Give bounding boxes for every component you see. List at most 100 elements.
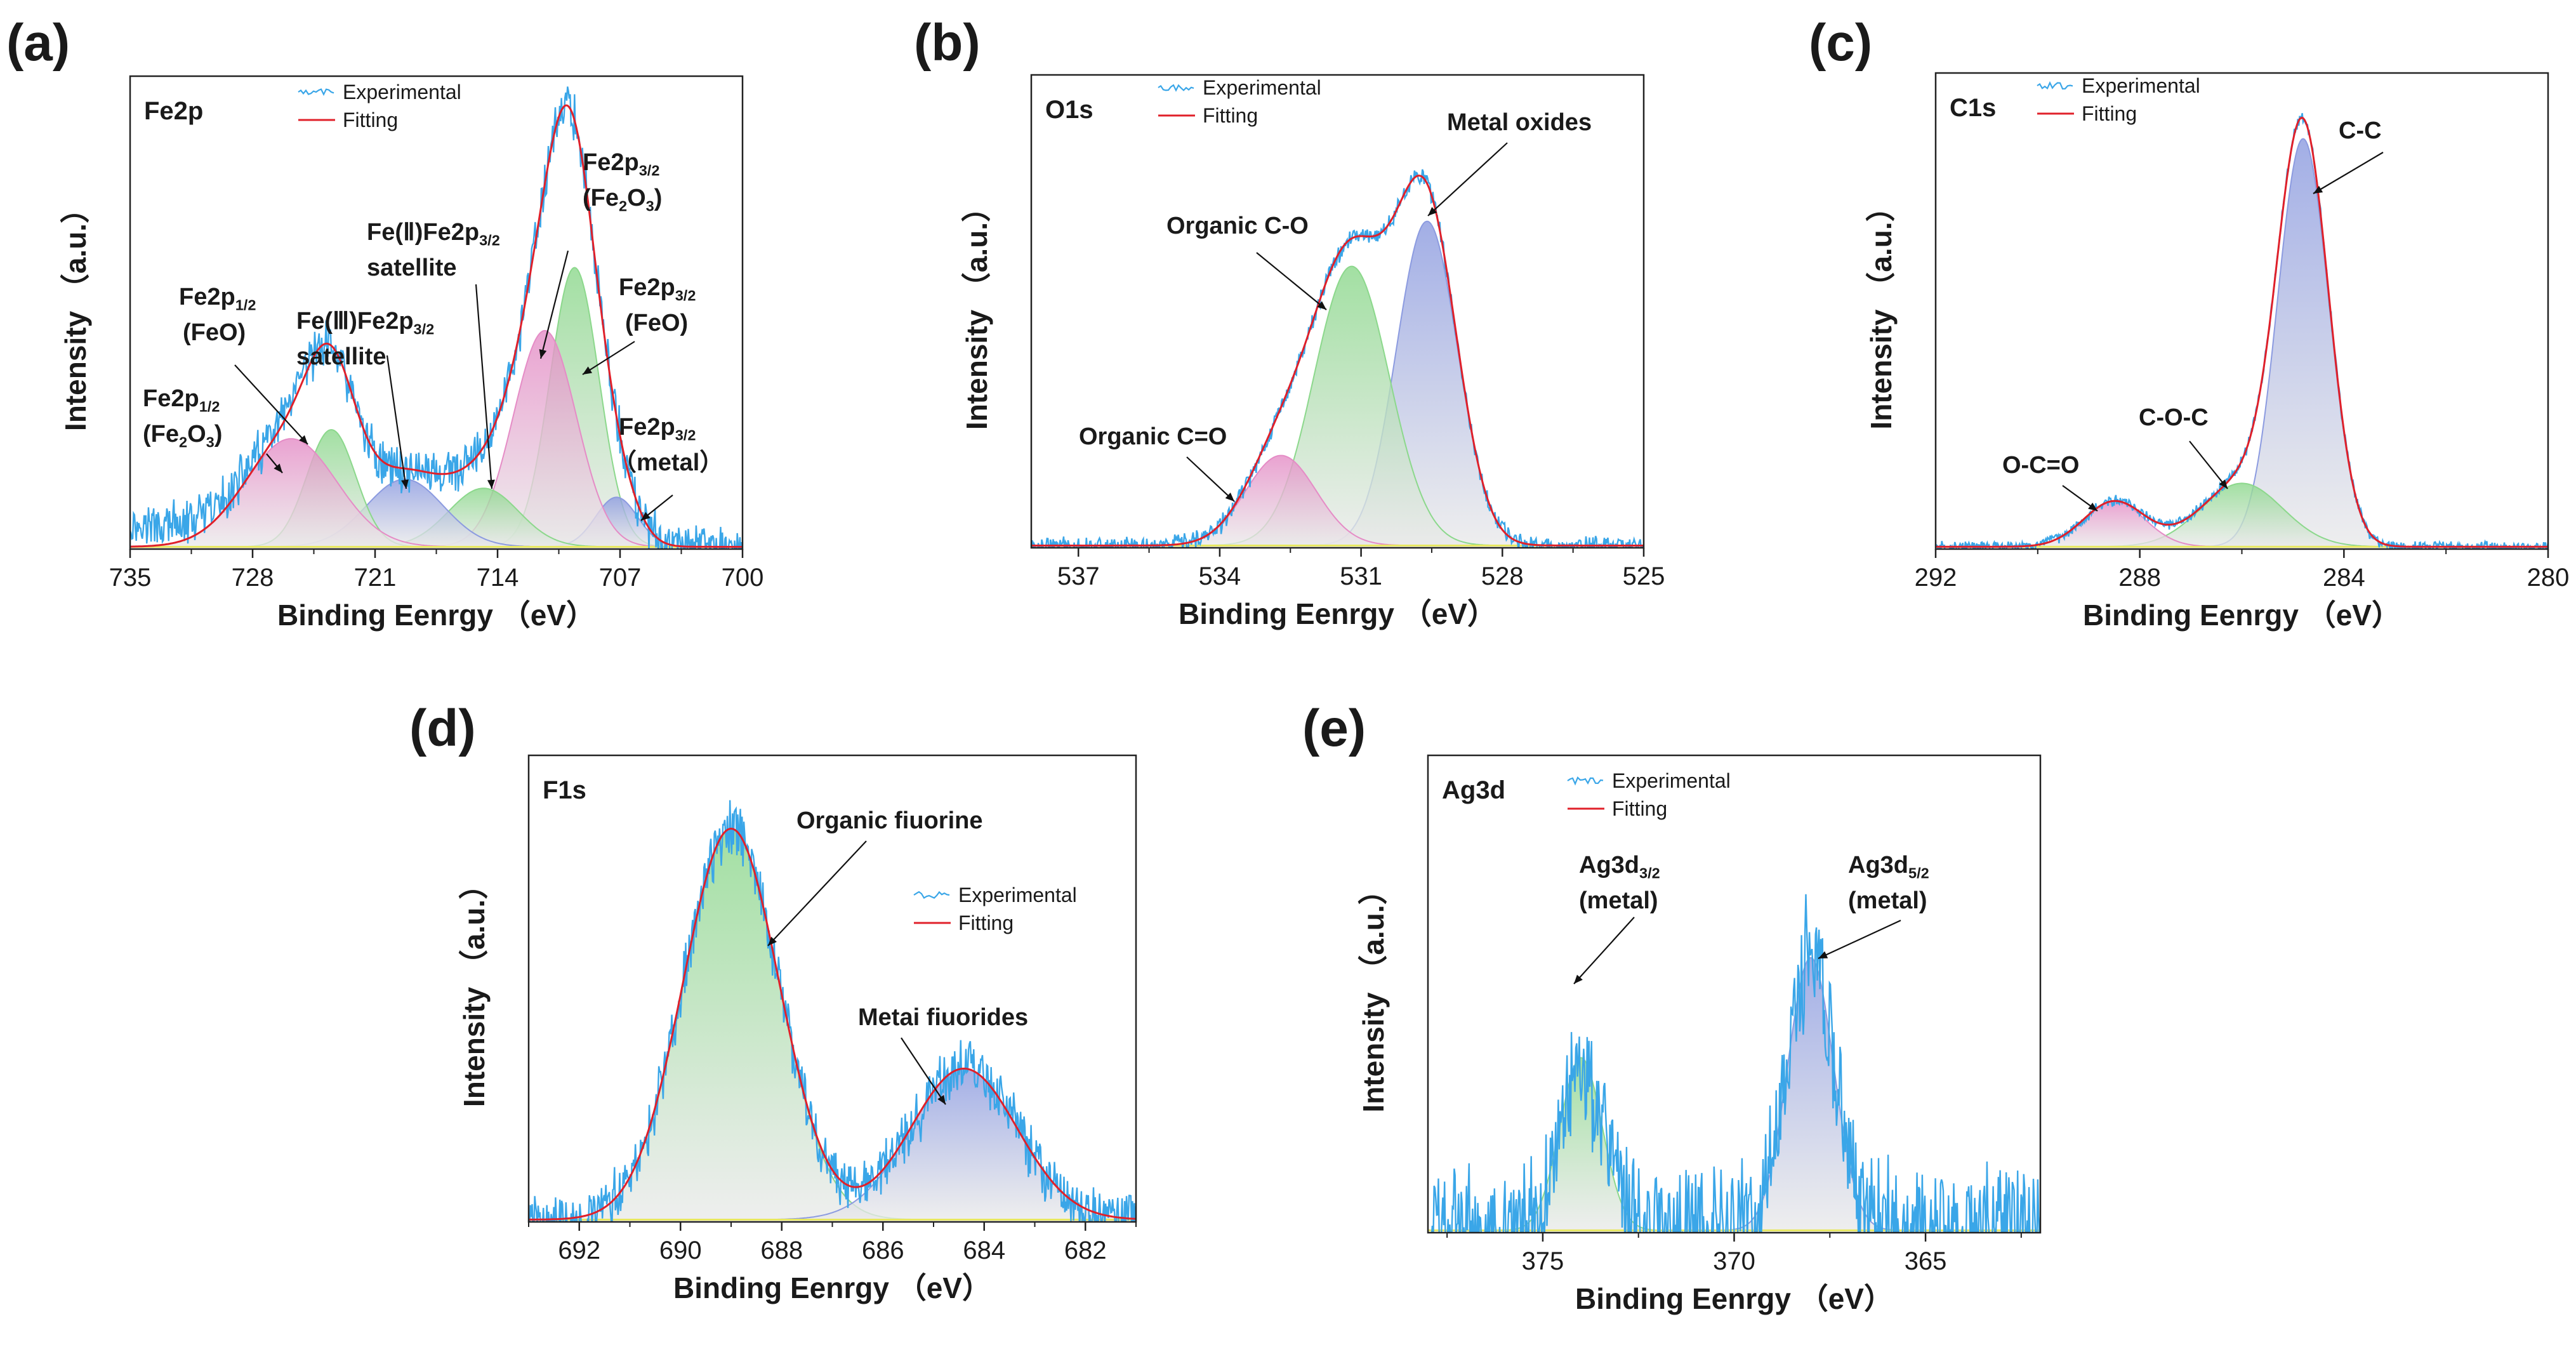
x-tick-label: 728	[232, 564, 274, 592]
annotation-label: Metai fiuorides	[858, 1004, 1028, 1031]
axes-frame	[1030, 74, 1645, 549]
x-tick-label: 531	[1340, 562, 1382, 590]
x-tick-label: 537	[1057, 562, 1100, 590]
annotation-label: O-C=O	[2002, 452, 2079, 479]
axes-frame	[1427, 754, 2042, 1234]
panel-letter: (c)	[1809, 14, 1872, 72]
annotation-label-line2: (FeO)	[183, 319, 246, 346]
annotation-label: Fe2p3/2	[583, 149, 659, 178]
annotation-label-line2: （metal）	[612, 449, 723, 476]
panel-letter: (b)	[914, 14, 981, 72]
panel-letter: (d)	[409, 699, 476, 757]
annotation-arrow	[475, 284, 493, 489]
annotation-arrow-head	[1317, 301, 1326, 310]
annotation-arrow	[234, 364, 308, 445]
peak-annotation: Metai fiuorides	[858, 1004, 1028, 1105]
annotation-arrow-head	[2219, 479, 2228, 489]
legend-fitting-label: Fitting	[958, 912, 1014, 934]
x-tick-label: 284	[2323, 564, 2365, 592]
annotation-arrow-head	[1574, 974, 1583, 984]
x-axis-label: Binding Eenrgy （eV）	[673, 1271, 991, 1304]
legend-fitting-label: Fitting	[1203, 104, 1258, 127]
x-tick-label: 688	[760, 1236, 803, 1264]
x-tick-label: 292	[1915, 564, 1957, 592]
peak-annotation: Organic fiuorine	[767, 807, 982, 946]
annotation-arrow-head	[1818, 951, 1828, 958]
annotation-label-line2: (Fe2O3)	[583, 185, 662, 214]
annotation-label: Organic fiuorine	[796, 807, 982, 834]
x-axis-label: Binding Eenrgy （eV）	[2083, 599, 2401, 632]
annotation-arrow	[1256, 252, 1327, 310]
annotation-arrow	[2313, 152, 2384, 194]
annotation-label: Fe(Ⅲ)Fe2p3/2	[296, 308, 434, 337]
legend-experimental-label: Experimental	[958, 884, 1077, 906]
experimental-curve	[529, 800, 1136, 1222]
x-tick-label: 528	[1481, 562, 1524, 590]
panel-o1s: 537 534 531 528 525 Binding Eenrgy （eV） Intens…	[914, 14, 1665, 630]
peak-annotation: Fe(Ⅲ)Fe2p3/2 satellite	[296, 308, 434, 489]
annotation-arrow-head	[1428, 207, 1437, 216]
plot-area	[1428, 894, 2040, 1233]
annotation-arrow	[767, 840, 867, 946]
x-tick-label: 692	[558, 1236, 600, 1264]
annotation-arrow	[1427, 142, 1508, 216]
panel-f1s: 692 690 688 686 684 682 Binding Eenrgy （eV） Int…	[409, 699, 1137, 1304]
peak-annotation: Fe2p1/2 (FeO)	[179, 284, 308, 445]
panel-fe2p: 735 728 721 714 707 700 Binding Eenrgy （eV） Int…	[6, 14, 763, 632]
annotation-label-line2: satellite	[367, 255, 457, 281]
x-tick-label: 707	[599, 564, 642, 592]
x-axis-label: Binding Eenrgy （eV）	[1575, 1282, 1893, 1315]
y-axis-label: Intensity （a.u.）	[1865, 192, 1898, 429]
peak-annotation: Ag3d3/2 (metal)	[1573, 852, 1660, 984]
annotation-label: Fe2p1/2	[179, 284, 256, 313]
peak-1-area	[1428, 957, 2040, 1231]
annotation-arrow-head	[641, 512, 651, 520]
x-tick-label: 534	[1199, 562, 1241, 590]
x-tick-label: 721	[354, 564, 397, 592]
peak-1-area	[1936, 482, 2548, 548]
annotation-arrow-head	[583, 366, 593, 375]
legend-experimental-label: Experimental	[1203, 76, 1321, 99]
annotation-arrow	[1186, 456, 1235, 502]
x-tick-label: 288	[2118, 564, 2161, 592]
fitting-curve	[529, 827, 1136, 1221]
annotation-arrow-head	[487, 479, 495, 489]
peak-annotation: Ag3d5/2 (metal)	[1818, 852, 1929, 959]
x-tick-label: 735	[109, 564, 152, 592]
element-label: C1s	[1950, 94, 1996, 122]
plot-area	[529, 800, 1136, 1222]
legend-experimental-swatch	[2037, 81, 2073, 89]
annotation-label: Organic C-O	[1166, 213, 1309, 239]
plot-area	[1936, 113, 2548, 549]
plot-area	[130, 86, 743, 549]
annotation-label-line2: (metal)	[1579, 887, 1658, 914]
annotation-arrow-head	[937, 1095, 946, 1104]
annotation-label: Fe(Ⅱ)Fe2p3/2	[367, 219, 500, 248]
y-axis-label: Intensity （a.u.）	[960, 193, 993, 430]
annotation-label: C-O-C	[2139, 404, 2209, 431]
x-tick-label: 686	[862, 1236, 904, 1264]
peak-annotation: Fe2p3/2 (Fe2O3)	[539, 149, 662, 359]
x-tick-label: 700	[722, 564, 764, 592]
element-label: Fe2p	[144, 97, 203, 125]
element-label: Ag3d	[1442, 776, 1505, 804]
annotation-arrow-head	[299, 435, 308, 444]
annotation-arrow-head	[2313, 185, 2323, 194]
x-tick-label: 280	[2527, 564, 2570, 592]
y-axis-label: Intensity （a.u.）	[59, 194, 92, 431]
peak-annotation: Fe(Ⅱ)Fe2p3/2 satellite	[367, 219, 500, 489]
peak-annotation: O-C=O	[2002, 452, 2098, 512]
legend-experimental-swatch	[1158, 84, 1194, 92]
annotation-arrow-head	[2088, 502, 2097, 511]
legend-experimental-label: Experimental	[343, 81, 461, 103]
legend-experimental-label: Experimental	[2082, 74, 2200, 97]
legend-experimental-swatch	[1567, 776, 1604, 786]
panel-c1s: 292 288 284 280 Binding Eenrgy （eV） Intensity…	[1809, 14, 2569, 632]
x-tick-label: 375	[1522, 1247, 1564, 1275]
panel-letter: (e)	[1302, 699, 1366, 757]
element-label: O1s	[1045, 96, 1093, 124]
annotation-arrow	[901, 1037, 946, 1105]
x-tick-label: 365	[1905, 1247, 1947, 1275]
annotation-label: Fe2p1/2	[143, 385, 220, 414]
